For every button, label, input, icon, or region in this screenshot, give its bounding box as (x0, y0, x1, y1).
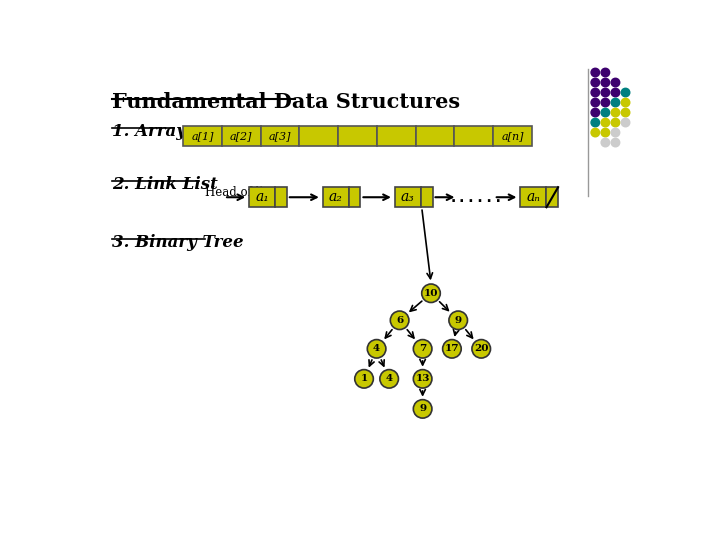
FancyBboxPatch shape (183, 126, 222, 146)
FancyBboxPatch shape (454, 126, 493, 146)
FancyBboxPatch shape (520, 187, 546, 207)
FancyBboxPatch shape (421, 187, 433, 207)
FancyBboxPatch shape (395, 187, 421, 207)
Circle shape (601, 138, 610, 147)
Circle shape (601, 129, 610, 137)
Circle shape (611, 78, 620, 87)
Text: 17: 17 (445, 345, 459, 353)
Text: 9: 9 (454, 316, 462, 325)
Circle shape (380, 369, 398, 388)
Circle shape (621, 88, 630, 97)
Text: 1. Array: 1. Array (112, 123, 186, 140)
Circle shape (413, 400, 432, 418)
FancyBboxPatch shape (338, 126, 377, 146)
Circle shape (355, 369, 374, 388)
Circle shape (367, 340, 386, 358)
Text: 10: 10 (424, 289, 438, 298)
Text: a[n]: a[n] (501, 131, 523, 141)
Circle shape (422, 284, 441, 302)
Circle shape (591, 78, 600, 87)
Text: 4: 4 (386, 374, 392, 383)
FancyBboxPatch shape (349, 187, 361, 207)
Text: a₁: a₁ (255, 190, 269, 204)
Circle shape (611, 129, 620, 137)
Circle shape (621, 118, 630, 127)
Circle shape (601, 109, 610, 117)
Circle shape (591, 129, 600, 137)
Circle shape (601, 78, 610, 87)
Circle shape (601, 98, 610, 107)
FancyBboxPatch shape (323, 187, 349, 207)
Text: 4: 4 (373, 345, 380, 353)
Circle shape (611, 138, 620, 147)
Circle shape (601, 88, 610, 97)
Text: aₙ: aₙ (526, 190, 540, 204)
Text: Head of list: Head of list (204, 186, 274, 199)
Text: a₂: a₂ (329, 190, 343, 204)
Text: a[2]: a[2] (230, 131, 253, 141)
Circle shape (601, 68, 610, 77)
Text: a₃: a₃ (401, 190, 415, 204)
Text: 6: 6 (396, 316, 403, 325)
Circle shape (413, 340, 432, 358)
Circle shape (591, 88, 600, 97)
Text: 1: 1 (361, 374, 368, 383)
Circle shape (621, 98, 630, 107)
FancyBboxPatch shape (546, 187, 558, 207)
FancyBboxPatch shape (275, 187, 287, 207)
Text: a[1]: a[1] (191, 131, 214, 141)
Text: 20: 20 (474, 345, 488, 353)
Text: 7: 7 (419, 345, 426, 353)
Circle shape (591, 118, 600, 127)
Circle shape (472, 340, 490, 358)
Circle shape (591, 68, 600, 77)
FancyBboxPatch shape (249, 187, 275, 207)
Circle shape (621, 109, 630, 117)
FancyBboxPatch shape (222, 126, 261, 146)
Circle shape (449, 311, 467, 329)
FancyBboxPatch shape (300, 126, 338, 146)
FancyBboxPatch shape (261, 126, 300, 146)
Text: 2. Link List: 2. Link List (112, 177, 217, 193)
Circle shape (611, 118, 620, 127)
Circle shape (611, 88, 620, 97)
Circle shape (601, 118, 610, 127)
Text: ......: ...... (449, 190, 503, 205)
Circle shape (591, 98, 600, 107)
Text: Fundamental Data Structures: Fundamental Data Structures (112, 92, 460, 112)
Text: 3. Binary Tree: 3. Binary Tree (112, 234, 243, 251)
Text: 9: 9 (419, 404, 426, 414)
Circle shape (390, 311, 409, 329)
Circle shape (611, 109, 620, 117)
Circle shape (611, 98, 620, 107)
Text: a[3]: a[3] (269, 131, 291, 141)
FancyBboxPatch shape (377, 126, 415, 146)
FancyBboxPatch shape (493, 126, 532, 146)
Circle shape (443, 340, 462, 358)
Circle shape (591, 109, 600, 117)
FancyBboxPatch shape (415, 126, 454, 146)
Text: 13: 13 (415, 374, 430, 383)
Circle shape (413, 369, 432, 388)
